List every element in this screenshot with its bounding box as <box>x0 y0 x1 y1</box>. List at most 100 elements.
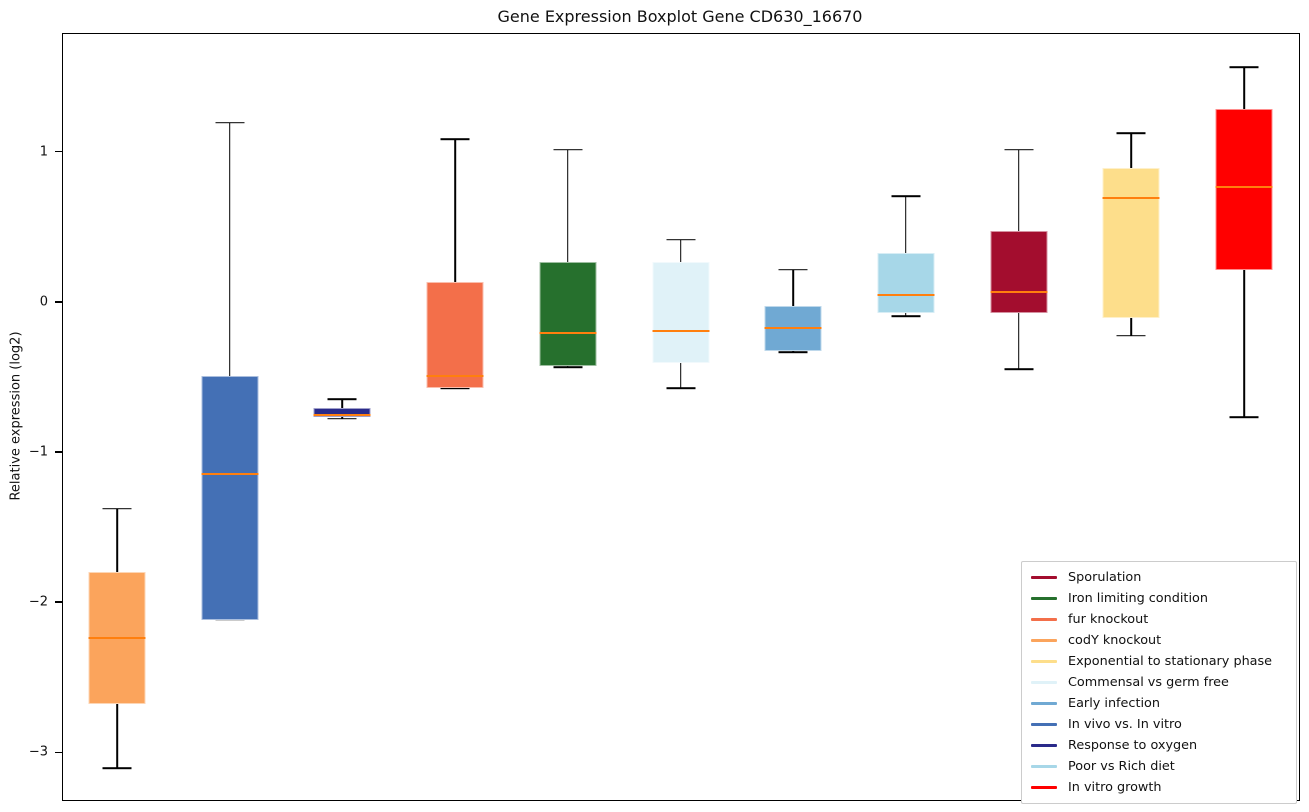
chart-title: Gene Expression Boxplot Gene CD630_16670 <box>497 7 863 26</box>
legend-item: Iron limiting condition <box>1031 588 1287 609</box>
box-group <box>63 34 1299 800</box>
box-group <box>63 34 1299 800</box>
lower-whisker <box>116 703 118 769</box>
box-group <box>63 34 1299 800</box>
median-line <box>877 294 935 297</box>
box <box>313 407 371 417</box>
upper-cap <box>327 398 357 400</box>
legend-label: Sporulation <box>1068 570 1142 585</box>
y-tick-mark <box>55 601 62 603</box>
legend-label: Exponential to stationary phase <box>1068 654 1273 669</box>
box <box>201 376 259 620</box>
box <box>652 262 709 363</box>
legend-swatch <box>1031 597 1057 600</box>
y-tick-label: −1 <box>28 444 48 460</box>
legend-swatch <box>1031 765 1057 768</box>
box-group <box>63 34 1299 800</box>
median-line <box>764 327 822 330</box>
y-axis-label: Relative expression (log2) <box>8 331 24 501</box>
legend-swatch <box>1031 639 1057 642</box>
box <box>877 253 935 314</box>
upper-whisker <box>228 122 231 377</box>
upper-whisker <box>454 139 456 282</box>
legend-item: Commensal vs germ free <box>1031 672 1287 693</box>
box <box>1215 109 1273 270</box>
y-tick-label: −3 <box>28 744 48 760</box>
lower-cap <box>215 618 245 621</box>
legend-label: Poor vs Rich diet <box>1068 759 1175 774</box>
box <box>539 262 597 366</box>
legend-label: Early infection <box>1068 696 1160 711</box>
box <box>1102 167 1160 318</box>
legend-item: Response to oxygen <box>1031 735 1287 756</box>
y-tick-mark <box>55 451 62 453</box>
upper-cap <box>1116 132 1146 134</box>
lower-cap <box>553 366 583 369</box>
legend-swatch <box>1031 576 1057 579</box>
lower-whisker <box>679 362 682 389</box>
legend-swatch <box>1031 744 1057 747</box>
legend: Sporulation Iron limiting condition fur kn… <box>1021 561 1297 804</box>
legend-swatch <box>1031 660 1057 663</box>
legend-swatch <box>1031 723 1057 726</box>
median-line <box>990 291 1048 294</box>
upper-whisker <box>1017 149 1020 231</box>
median-line <box>201 473 259 476</box>
lower-cap <box>327 417 357 420</box>
box-group <box>63 34 1299 800</box>
y-tick-mark <box>55 150 62 153</box>
lower-cap <box>1004 368 1034 370</box>
legend-label: Response to oxygen <box>1068 738 1198 753</box>
legend-item: In vitro growth <box>1031 777 1287 798</box>
y-tick-mark <box>55 301 62 303</box>
lower-cap <box>102 767 132 770</box>
median-line <box>1102 196 1160 199</box>
upper-cap <box>891 195 921 197</box>
y-tick-label: 1 <box>39 144 48 160</box>
upper-cap <box>440 138 470 140</box>
box-group <box>63 34 1299 800</box>
legend-item: Poor vs Rich diet <box>1031 756 1287 777</box>
upper-whisker <box>341 398 344 408</box>
upper-whisker <box>905 196 907 254</box>
legend-label: codY knockout <box>1068 633 1162 648</box>
upper-whisker <box>1130 133 1133 168</box>
upper-cap <box>666 238 695 241</box>
legend-swatch <box>1031 702 1057 705</box>
upper-cap <box>553 148 583 151</box>
median-line <box>1215 186 1273 189</box>
legend-label: Iron limiting condition <box>1068 591 1208 606</box>
median-line <box>88 636 146 639</box>
box <box>990 230 1048 314</box>
upper-whisker <box>567 149 569 263</box>
y-tick-mark <box>55 751 62 754</box>
upper-cap <box>102 507 132 510</box>
box-group <box>63 34 1299 800</box>
legend-swatch <box>1031 618 1057 621</box>
lower-cap <box>1116 335 1146 337</box>
legend-swatch <box>1031 681 1057 684</box>
upper-whisker <box>116 508 118 572</box>
lower-whisker <box>1243 269 1245 417</box>
y-tick-label: 0 <box>39 294 48 310</box>
box-group <box>63 34 1299 800</box>
upper-cap <box>778 269 808 271</box>
legend-item: codY knockout <box>1031 630 1287 651</box>
box-group <box>63 34 1299 800</box>
legend-label: In vitro growth <box>1068 780 1162 795</box>
lower-whisker <box>1130 317 1133 336</box>
legend-label: fur knockout <box>1068 612 1149 627</box>
legend-swatch <box>1031 786 1057 789</box>
legend-item: Early infection <box>1031 693 1287 714</box>
legend-item: fur knockout <box>1031 609 1287 630</box>
median-line <box>652 330 709 333</box>
median-line <box>313 414 371 417</box>
median-line <box>539 331 597 334</box>
legend-item: Sporulation <box>1031 567 1287 588</box>
lower-cap <box>440 387 470 390</box>
box-group <box>63 34 1299 800</box>
box-group <box>63 34 1299 800</box>
lower-whisker <box>1017 313 1020 369</box>
legend-item: In vivo vs. In vitro <box>1031 714 1287 735</box>
